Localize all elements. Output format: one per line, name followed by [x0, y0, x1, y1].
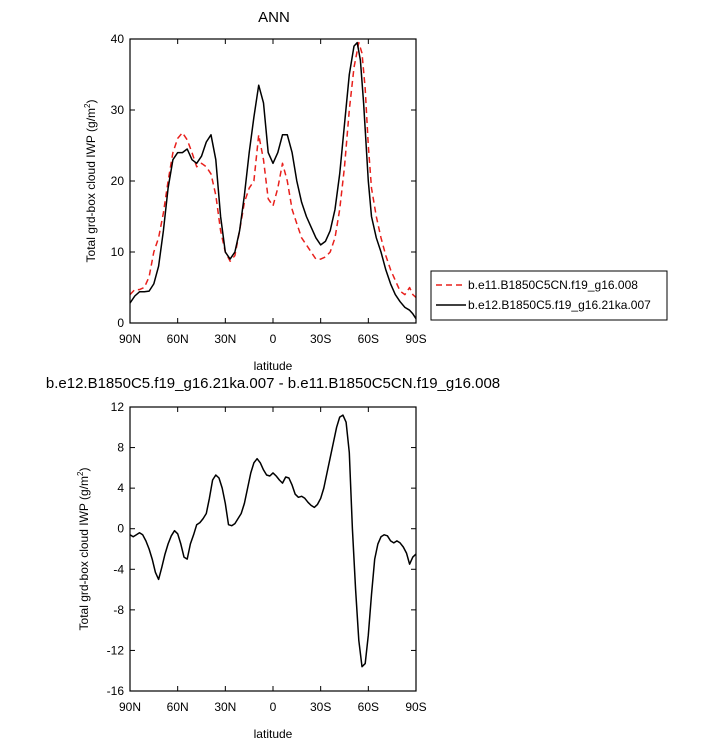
x-tick-label: 90S	[405, 700, 426, 714]
y-tick-label: 4	[117, 481, 124, 495]
x-tick-label: 90S	[405, 332, 426, 346]
tick-group: 90N 60N 30N 0 30S 60S 90S -16 -12 -8 -4 0 4 8 12	[107, 400, 427, 714]
x-tick-label: 0	[270, 332, 277, 346]
y-axis-label-superscript: 2	[76, 471, 85, 476]
y-tick-label: 0	[117, 522, 124, 536]
y-tick-label: 0	[117, 316, 124, 330]
y-axis-label-superscript: 2	[83, 103, 92, 108]
y-axis-label-close: )	[77, 468, 91, 472]
legend: b.e11.B1850C5CN.f19_g16.008 b.e12.B1850C…	[430, 270, 668, 321]
series-group	[129, 41, 417, 320]
x-tick-label: 0	[270, 700, 277, 714]
x-tick-label: 60N	[167, 332, 189, 346]
x-tick-label: 60N	[167, 700, 189, 714]
tick-group: 90N 60N 30N 0 30S 60S 90S 0 10 20 30 40	[111, 32, 427, 346]
x-tick-label: 60S	[358, 700, 379, 714]
chart-title: b.e12.B1850C5.f19_g16.21ka.007 - b.e11.B…	[46, 375, 500, 392]
y-tick-label: -8	[113, 603, 124, 617]
legend-label-series-1: b.e11.B1850C5CN.f19_g16.008	[468, 278, 638, 292]
y-tick-label: 20	[111, 174, 125, 188]
y-axis-label-close: )	[84, 100, 98, 104]
y-tick-label: 10	[111, 245, 125, 259]
panel-top-chart: ANN Total grd-box cloud IWP (g/m2) latit…	[83, 9, 668, 373]
svg-text:Total grd-box cloud IWP (g/m2): Total grd-box cloud IWP (g/m2)	[83, 100, 98, 263]
chart-title: ANN	[258, 9, 290, 26]
y-axis-label: Total grd-box cloud IWP (g/m2)	[83, 100, 98, 263]
plot-frame	[129, 38, 417, 324]
y-axis-label-text: Total grd-box cloud IWP (g/m	[84, 108, 98, 263]
legend-label-series-2: b.e12.B1850C5.f19_g16.21ka.007	[468, 298, 651, 312]
y-tick-label: -12	[107, 643, 125, 657]
series-line-2	[129, 41, 417, 320]
y-tick-label: 40	[111, 32, 125, 46]
x-tick-label: 30S	[310, 700, 331, 714]
x-tick-label: 30S	[310, 332, 331, 346]
series-line-1	[129, 41, 417, 298]
y-axis-label: Total grd-box cloud IWP (g/m2)	[76, 468, 91, 631]
x-tick-label: 30N	[214, 332, 236, 346]
plot-frame	[129, 406, 417, 692]
x-tick-label: 30N	[214, 700, 236, 714]
x-tick-label: 90N	[119, 332, 141, 346]
panel-bottom-chart: b.e12.B1850C5.f19_g16.21ka.007 - b.e11.B…	[46, 375, 500, 741]
y-tick-label: 8	[117, 441, 124, 455]
y-tick-label: -4	[113, 562, 124, 576]
series-line-1	[129, 414, 417, 668]
x-tick-label: 90N	[119, 700, 141, 714]
y-tick-label: 30	[111, 103, 125, 117]
x-axis-label: latitude	[254, 727, 293, 741]
y-axis-label-text: Total grd-box cloud IWP (g/m	[77, 476, 91, 631]
x-tick-label: 60S	[358, 332, 379, 346]
y-tick-label: -16	[107, 684, 125, 698]
svg-text:Total grd-box cloud IWP (g/m2): Total grd-box cloud IWP (g/m2)	[76, 468, 91, 631]
x-axis-label: latitude	[254, 359, 293, 373]
legend-box	[430, 270, 668, 321]
y-tick-label: 12	[111, 400, 125, 414]
series-group	[129, 414, 417, 668]
